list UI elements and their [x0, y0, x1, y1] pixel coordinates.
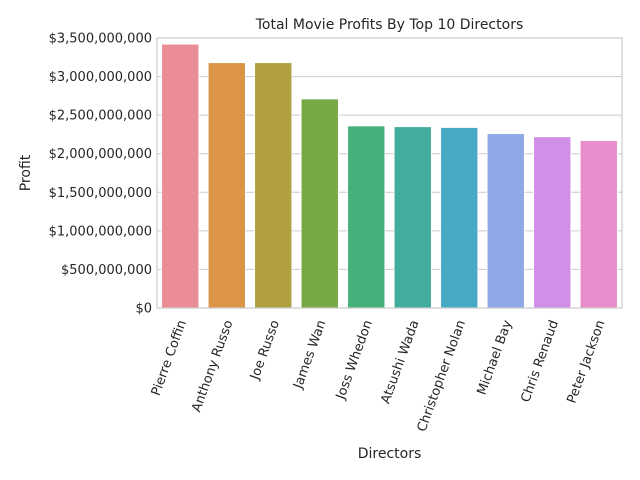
y-tick-label: $2,500,000,000 — [49, 109, 152, 124]
x-tick-label: Chris Renaud — [518, 318, 562, 404]
bar-peter-jackson — [579, 140, 618, 309]
bar-michael-bay — [486, 133, 525, 309]
x-tick-labels: Pierre Coffin Anthony Russo Joe Russo James… — [149, 318, 609, 434]
bar-joss-whedon — [347, 125, 386, 309]
y-tick-label: $0 — [135, 302, 152, 317]
bar-christopher-nolan — [440, 127, 479, 309]
bar-joe-russo — [254, 62, 293, 309]
y-tick-labels: $0 $500,000,000 $1,000,000,000 $1,500,000,0… — [49, 32, 152, 317]
x-tick-label: Joss Whedon — [333, 318, 376, 402]
x-tick-label: Michael Bay — [475, 318, 516, 397]
x-tick-label: Christopher Nolan — [415, 318, 469, 434]
x-axis-title: Directors — [358, 446, 422, 462]
y-tick-label: $1,500,000,000 — [49, 186, 152, 201]
x-tick-label: Pierre Coffin — [149, 318, 190, 398]
y-tick-label: $500,000,000 — [61, 263, 152, 278]
x-tick-label: Joe Russo — [247, 318, 283, 382]
plot-frame — [156, 37, 623, 309]
y-axis-title: Profit — [18, 154, 34, 191]
y-tick-label: $3,000,000,000 — [49, 70, 152, 85]
x-tick-label: Peter Jackson — [565, 318, 609, 405]
y-tick-label: $3,500,000,000 — [49, 32, 152, 47]
chart-title: Total Movie Profits By Top 10 Directors — [255, 17, 524, 33]
x-tick-label: James Wan — [291, 318, 330, 391]
y-tick-label: $2,000,000,000 — [49, 147, 152, 162]
bar-james-wan — [300, 98, 339, 309]
bar-pierre-coffin — [161, 43, 200, 309]
bars — [161, 43, 618, 309]
bar-atsushi-wada — [393, 126, 432, 309]
bar-anthony-russo — [207, 62, 246, 309]
bar-chris-renaud — [533, 136, 572, 309]
y-tick-label: $1,000,000,000 — [49, 224, 152, 239]
x-tick-label: Atsushi Wada — [378, 318, 422, 406]
x-tick-label: Anthony Russo — [189, 318, 236, 414]
